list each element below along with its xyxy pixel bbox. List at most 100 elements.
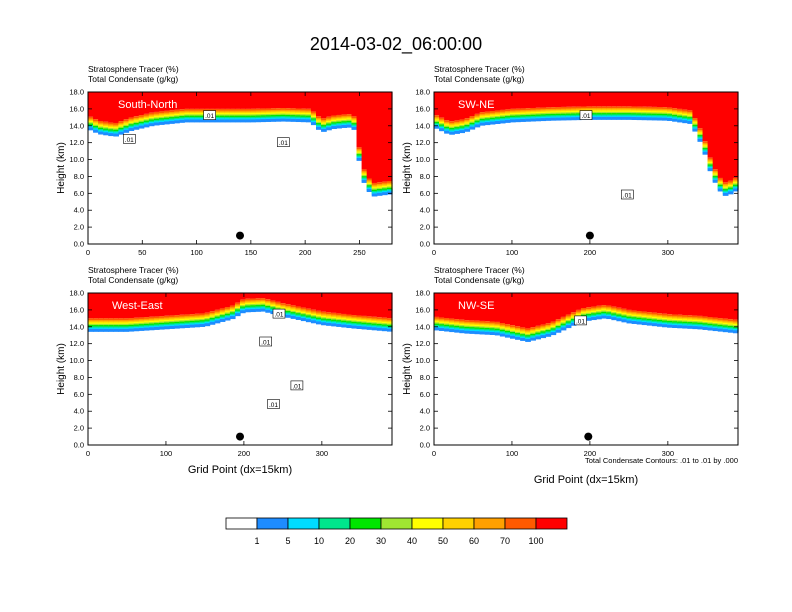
tracer-cell — [580, 308, 587, 311]
tracer-cell — [143, 327, 150, 331]
tracer-cell — [346, 92, 353, 115]
tracer-cell — [697, 326, 704, 330]
tracer-cell — [631, 117, 638, 120]
tracer-cell — [199, 324, 206, 327]
tracer-cell — [376, 327, 383, 331]
panel-title-line1: Stratosphere Tracer (%) — [434, 265, 525, 275]
tracer-cell — [295, 317, 302, 320]
tracer-cell — [351, 126, 358, 130]
tracer-cell — [469, 116, 476, 120]
tracer-cell — [560, 92, 567, 107]
y-tick-label: 14.0 — [415, 121, 430, 130]
contour-label: .01 — [274, 312, 283, 319]
tracer-cell — [113, 122, 119, 126]
y-tick-label: 12.0 — [69, 138, 84, 147]
x-tick-label: 0 — [86, 248, 90, 257]
tracer-cell — [454, 130, 460, 134]
tracer-cell — [245, 119, 251, 123]
tracer-cell — [103, 318, 109, 322]
tracer-cell — [540, 335, 547, 339]
panel-nw-se: Stratosphere Tracer (%) Total Condensate… — [402, 265, 739, 486]
tracer-cell — [702, 327, 709, 330]
tracer-cell — [722, 293, 729, 319]
tracer-cell — [214, 309, 221, 313]
tracer-cell — [631, 310, 638, 314]
tracer-cell — [158, 293, 165, 317]
tracer-cell — [525, 293, 531, 329]
tracer-cell — [204, 293, 211, 313]
panel-west-east: Stratosphere Tracer (%) Total Condensate… — [56, 265, 393, 476]
tracer-cell — [331, 126, 337, 130]
tracer-cell — [189, 293, 195, 315]
contour-label-box — [579, 110, 593, 120]
tracer-cell — [591, 106, 597, 110]
tracer-cell — [98, 120, 104, 124]
tracer-cell — [381, 192, 388, 196]
tracer-cell — [606, 116, 612, 120]
tracer-cell — [727, 180, 734, 184]
tracer-cell — [687, 293, 693, 316]
tracer-cell — [606, 92, 612, 107]
tracer-cell — [179, 92, 185, 110]
tracer-cell — [224, 317, 231, 321]
tracer-cell — [651, 312, 658, 316]
tracer-cell — [651, 293, 658, 313]
y-axis-label: Height (km) — [56, 343, 67, 395]
contour-label-box — [259, 336, 272, 347]
tracer-cell — [520, 337, 526, 341]
tracer-cell — [361, 92, 368, 170]
tracer-cell — [616, 106, 623, 110]
tracer-cell — [295, 119, 302, 123]
tracer-cell — [219, 308, 226, 312]
tracer-cell — [265, 108, 271, 112]
tracer-cell — [371, 193, 378, 197]
tracer-cell — [270, 92, 277, 109]
tracer-cell — [606, 316, 612, 320]
colorbar-label: 1 — [254, 536, 259, 546]
tracer-cell — [366, 316, 373, 320]
colorbar-labels: 1 5 10 20 30 40 50 60 70 100 — [254, 536, 543, 546]
tracer-cell — [646, 92, 653, 107]
tracer-cell — [234, 108, 241, 112]
tracer-cell — [305, 108, 312, 112]
tracer-cell — [662, 92, 668, 108]
tracer-cell — [381, 181, 388, 185]
tracer-cell — [525, 328, 531, 332]
tracer-cell — [199, 108, 206, 112]
colorbar-box — [473, 517, 506, 530]
tracer-cell — [510, 325, 516, 329]
tracer-cell — [199, 119, 206, 123]
colorbar-label: 30 — [376, 536, 386, 546]
tracer-cell — [88, 92, 94, 117]
tracer-cell — [341, 114, 347, 118]
x-axis: 0 100 200 300 — [86, 293, 328, 458]
tracer-cell — [439, 92, 445, 118]
y-tick-label: 12.0 — [415, 339, 430, 348]
tracer-cell — [565, 92, 572, 107]
y-tick-label: 0.0 — [420, 240, 430, 249]
colorbar-label: 5 — [285, 536, 290, 546]
tracer-cell — [240, 119, 246, 123]
tracer-cell — [626, 309, 633, 313]
tracer-cell — [682, 325, 688, 329]
tracer-cell — [179, 314, 185, 318]
tracer-cell — [128, 328, 135, 332]
tracer-cell — [530, 118, 536, 122]
tracer-cell — [530, 327, 536, 331]
tracer-cell — [123, 129, 130, 133]
tracer-cell — [667, 293, 673, 315]
tracer-cell — [229, 119, 236, 123]
tracer-cell — [550, 107, 557, 111]
tracer-cell — [504, 109, 511, 113]
tracer-cell — [270, 108, 277, 112]
tracer-cell — [626, 293, 633, 310]
tracer-cell — [641, 106, 648, 110]
tracer-cell — [454, 319, 460, 323]
tracer-cell — [555, 117, 562, 121]
tracer-cell — [194, 108, 201, 112]
tracer-cell — [260, 298, 266, 302]
tracer-cell — [305, 92, 312, 109]
tracer-cell — [214, 108, 221, 112]
tracer-cell — [464, 293, 471, 321]
tracer-cell — [722, 182, 729, 186]
